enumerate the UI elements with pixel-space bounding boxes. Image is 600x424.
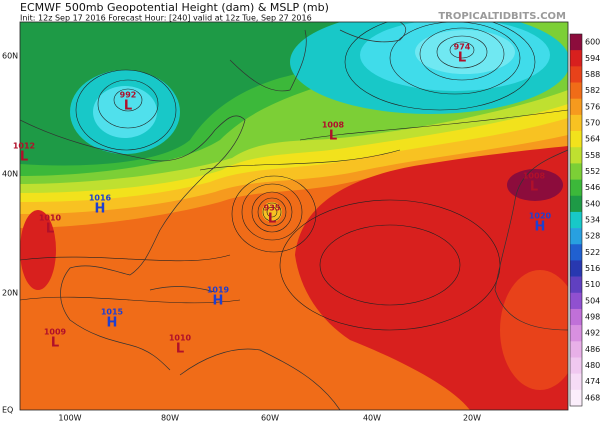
lat-label: 20N <box>2 289 18 298</box>
colorbar-label: 588 <box>585 70 600 79</box>
system-pressure: 1008 <box>322 121 345 130</box>
colorbar-swatch <box>570 179 582 197</box>
map-field <box>20 22 568 410</box>
system-pressure: 992 <box>120 91 137 100</box>
coastlines <box>20 22 568 410</box>
lon-label: 20W <box>463 414 481 423</box>
lon-label: 40W <box>363 414 381 423</box>
system-letter: L <box>20 150 28 165</box>
system-letter: L <box>124 99 132 114</box>
colorbar-swatch <box>570 163 582 180</box>
colorbar-swatch <box>570 147 582 164</box>
system-letter: L <box>51 336 59 351</box>
colorbar-label: 522 <box>585 248 600 257</box>
system-letter: L <box>46 222 54 237</box>
system-pressure: 1016 <box>89 194 112 203</box>
colorbar-swatch <box>570 211 582 229</box>
colorbar-swatch <box>570 260 582 277</box>
colorbar-label: 540 <box>585 199 600 208</box>
colorbar-label: 570 <box>585 118 600 127</box>
system-letter: H <box>213 294 224 309</box>
colorbar-swatch <box>570 195 582 213</box>
colorbar-swatch <box>570 389 582 407</box>
colorbar-label: 600 <box>585 38 600 47</box>
colorbar-label: 516 <box>585 264 600 273</box>
lat-label: 40N <box>2 170 18 179</box>
colorbar-label: 582 <box>585 86 600 95</box>
colorbar-label: 480 <box>585 361 600 370</box>
colorbar-label: 552 <box>585 167 600 176</box>
lon-label: 60W <box>261 414 279 423</box>
system-letter: L <box>458 51 466 66</box>
system-pressure: 935 <box>264 204 281 213</box>
colorbar-swatch <box>570 98 582 116</box>
system-pressure: 1009 <box>44 328 67 337</box>
colorbar-label: 534 <box>585 216 600 225</box>
map-frame <box>19 21 569 411</box>
system-pressure: 1020 <box>529 212 552 221</box>
colorbar-swatch <box>570 357 582 374</box>
colorbar-swatch <box>570 50 582 67</box>
colorbar-label: 504 <box>585 296 600 305</box>
system-letter: L <box>329 129 337 144</box>
colorbar-swatch <box>570 308 582 326</box>
colorbar-swatch <box>570 244 582 261</box>
credit: TROPICALTIDBITS.COM <box>438 11 566 22</box>
colorbar-swatch <box>570 114 582 132</box>
system-pressure: 1015 <box>101 308 124 317</box>
lat-label: EQ <box>2 406 13 415</box>
colorbar-label: 486 <box>585 345 600 354</box>
colorbar-swatch <box>570 66 582 83</box>
system-letter: H <box>95 202 106 217</box>
lat-label: 60N <box>2 52 18 61</box>
colorbar-label: 558 <box>585 151 600 160</box>
colorbar-swatch <box>570 228 582 245</box>
system-pressure: 1019 <box>207 286 230 295</box>
colorbar-swatch <box>570 131 582 148</box>
system-letter: H <box>535 220 546 235</box>
colorbar-label: 474 <box>585 377 600 386</box>
system-letter: L <box>268 212 276 227</box>
system-pressure: 1008 <box>523 172 546 181</box>
title: ECMWF 500mb Geopotential Height (dam) & … <box>20 1 329 14</box>
colorbar-swatch <box>570 373 582 391</box>
colorbar-label: 528 <box>585 232 600 241</box>
colorbar-label: 546 <box>585 183 600 192</box>
colorbar-swatch <box>570 292 582 310</box>
system-pressure: 1012 <box>13 142 35 151</box>
colorbar-label: 468 <box>585 393 600 402</box>
colorbar-label: 498 <box>585 313 600 322</box>
contours <box>20 22 568 331</box>
colorbar-swatch <box>570 276 582 294</box>
colorbar-swatch <box>570 34 582 51</box>
colorbar-label: 492 <box>585 329 600 338</box>
colorbar-label: 564 <box>585 135 600 144</box>
system-pressure: 1010 <box>169 334 192 343</box>
colorbar-swatch <box>570 341 582 358</box>
system-pressure: 1010 <box>39 214 62 223</box>
lon-label: 100W <box>58 414 81 423</box>
colorbar-frame <box>569 33 583 407</box>
system-letter: L <box>530 180 538 195</box>
system-letter: H <box>107 316 118 331</box>
lon-label: 80W <box>161 414 179 423</box>
colorbar-swatch <box>570 325 582 342</box>
colorbar-label: 510 <box>585 280 600 289</box>
subtitle: Init: 12z Sep 17 2016 Forecast Hour: [24… <box>20 14 312 23</box>
system-pressure: 974 <box>454 43 471 52</box>
colorbar-swatch <box>570 82 582 99</box>
colorbar-label: 594 <box>585 54 600 63</box>
colorbar-label: 576 <box>585 102 600 111</box>
system-letter: L <box>176 342 184 357</box>
